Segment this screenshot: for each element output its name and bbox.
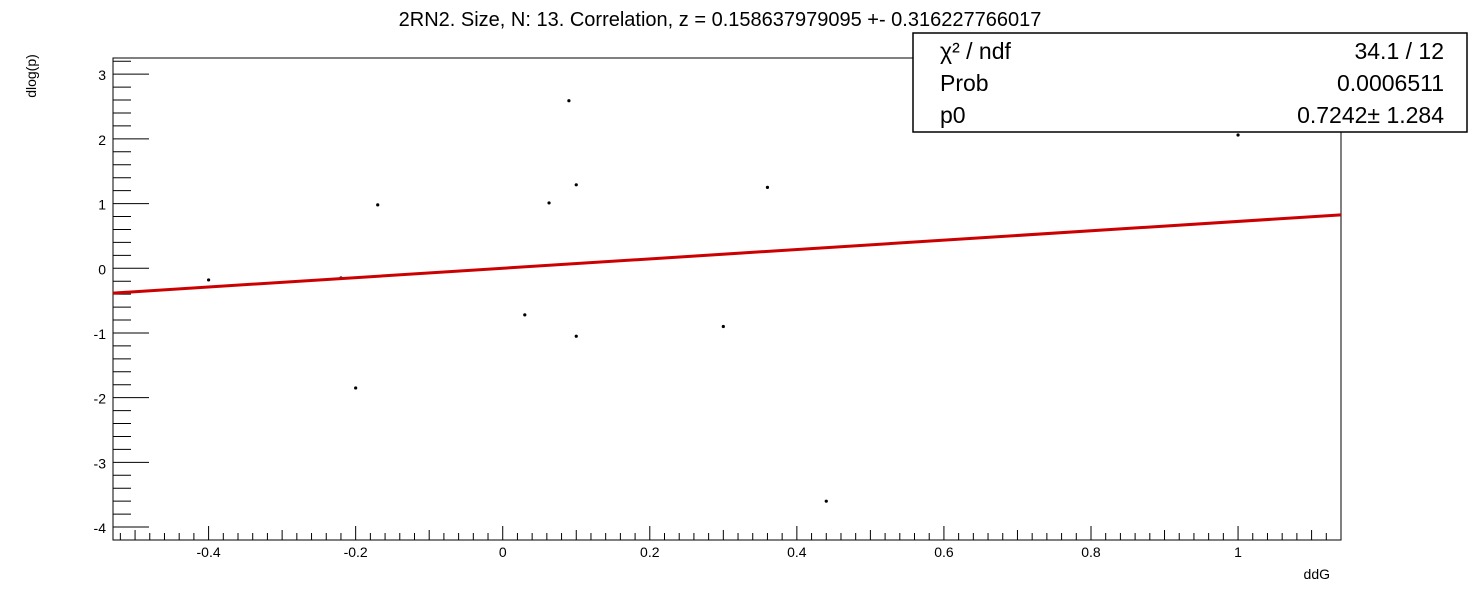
x-axis-title: ddG <box>1304 566 1330 582</box>
y-tick-label: 1 <box>98 197 106 213</box>
data-point <box>574 183 578 187</box>
axes: -0.4 -0.2 0 0.2 0.4 0.6 0.8 1 -4 -3 -2 -1 0 1 2 3 <box>94 57 1342 560</box>
y-tick-label: 0 <box>98 261 106 277</box>
data-point <box>824 499 828 503</box>
data-point <box>547 201 551 205</box>
data-points <box>206 99 1240 503</box>
fit-line-group <box>112 213 1342 295</box>
plot-frame <box>112 57 1342 541</box>
x-tick-label: 0.8 <box>1081 544 1101 560</box>
data-point <box>567 99 571 103</box>
x-tick-label: -0.4 <box>197 544 221 560</box>
stats-label: χ² / ndf <box>940 38 1011 64</box>
y-tick-label: -3 <box>94 455 107 471</box>
x-tick-label: 1 <box>1234 544 1242 560</box>
data-point <box>376 203 380 207</box>
data-point <box>574 334 578 338</box>
stats-value: 34.1 / 12 <box>1354 38 1444 64</box>
x-tick-label: 0.4 <box>787 544 807 560</box>
fit-line <box>112 213 1342 295</box>
data-point <box>1236 133 1240 137</box>
data-point <box>721 324 725 329</box>
stats-label: p0 <box>940 102 966 128</box>
x-tick-label: 0.6 <box>934 544 954 560</box>
x-tick-label: -0.2 <box>344 544 368 560</box>
x-tick-label: 0 <box>499 544 507 560</box>
data-point <box>523 313 527 317</box>
x-tick-label: 0.2 <box>640 544 660 560</box>
stats-value: 0.0006511 <box>1337 70 1444 96</box>
stats-value: 0.7242± 1.284 <box>1297 102 1444 128</box>
y-axis-title: dlog(p) <box>23 54 39 98</box>
data-point <box>206 278 211 282</box>
y-tick-label: -4 <box>94 520 107 536</box>
y-tick-label: 2 <box>98 132 106 148</box>
stats-box-frame <box>912 32 1468 133</box>
data-point <box>765 185 770 189</box>
data-point <box>354 386 358 390</box>
stats-label: Prob <box>940 70 989 96</box>
stats-box: χ² / ndf 34.1 / 12 Prob 0.0006511 p0 0.7242± … <box>912 32 1468 133</box>
y-tick-label: -1 <box>94 326 107 342</box>
chart-title: 2RN2. Size, N: 13. Correlation, z = 0.15… <box>399 9 1042 31</box>
y-tick-label: 3 <box>98 67 106 83</box>
y-tick-label: -2 <box>94 391 107 407</box>
